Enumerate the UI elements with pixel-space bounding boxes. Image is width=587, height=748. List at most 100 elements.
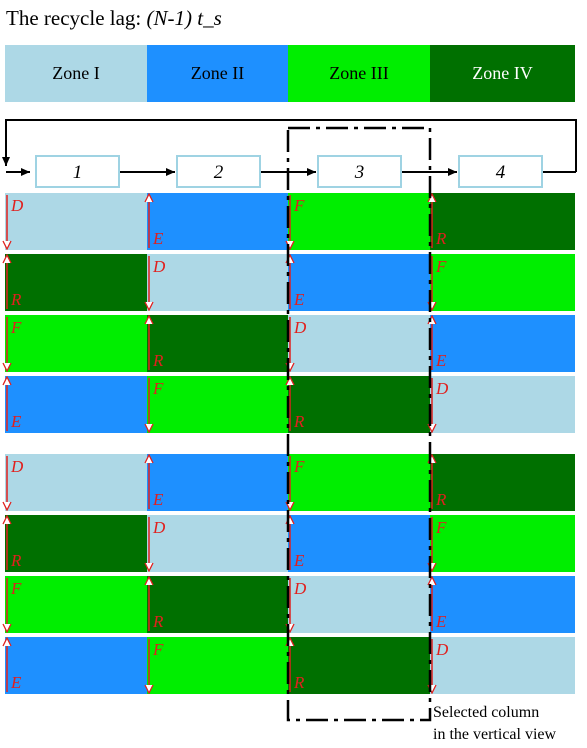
cell-letter: F — [293, 196, 305, 215]
cell-letter: R — [10, 290, 22, 309]
zone-label-2: Zone II — [191, 63, 244, 83]
cell-letter: F — [10, 318, 22, 337]
cell-F: F — [5, 576, 147, 633]
cell-background — [288, 637, 430, 694]
recycle-line-top — [2, 119, 577, 172]
cell-E: E — [430, 315, 575, 372]
cell-letter: D — [435, 379, 449, 398]
cell-letter: R — [152, 351, 164, 370]
cell-D: D — [147, 515, 288, 572]
step-box-4 — [458, 155, 543, 188]
cell-background — [5, 193, 147, 250]
cell-E: E — [5, 637, 147, 694]
zone-label-3: Zone III — [329, 63, 388, 83]
step-label-3: 3 — [354, 162, 365, 183]
cell-letter: R — [435, 490, 447, 509]
zone-block-3 — [288, 45, 430, 102]
cell-background — [430, 315, 575, 372]
cell-letter: F — [293, 457, 305, 476]
cell-letter: F — [152, 640, 164, 659]
zone-block-2 — [147, 45, 288, 102]
cell-background — [430, 193, 575, 250]
step-box-2 — [176, 155, 261, 188]
cell-background — [430, 376, 575, 433]
cell-D: D — [147, 254, 288, 311]
cell-background — [430, 576, 575, 633]
cell-letter: D — [10, 196, 24, 215]
cell-letter: R — [10, 551, 22, 570]
cell-R: R — [5, 515, 147, 572]
cell-letter: R — [435, 229, 447, 248]
cell-letter: E — [152, 490, 164, 509]
zone-bar: Zone I Zone II Zone III Zone IV — [5, 45, 575, 102]
cell-letter: D — [293, 318, 307, 337]
cell-background — [288, 576, 430, 633]
step-label-1: 1 — [73, 162, 83, 183]
cell-letter: E — [293, 290, 305, 309]
cell-E: E — [147, 454, 288, 511]
zone-label-1: Zone I — [52, 63, 99, 83]
cell-E: E — [288, 254, 430, 311]
cell-letter: D — [152, 518, 166, 537]
title-text: The recycle lag: — [6, 6, 147, 30]
cell-letter: E — [435, 612, 447, 631]
step-box-1 — [35, 155, 120, 188]
cell-letter: R — [293, 673, 305, 692]
recycle-loop — [2, 119, 577, 172]
zone-block-1 — [5, 45, 147, 102]
cell-background — [5, 454, 147, 511]
cell-background — [147, 376, 288, 433]
cell-D: D — [430, 376, 575, 433]
cell-background — [430, 515, 575, 572]
cell-D: D — [430, 637, 575, 694]
cell-background — [5, 254, 147, 311]
cell-F: F — [147, 376, 288, 433]
cell-R: R — [5, 254, 147, 311]
cell-background — [147, 193, 288, 250]
cell-R: R — [430, 454, 575, 511]
zone-block-4 — [430, 45, 575, 102]
cell-background — [288, 315, 430, 372]
cell-letter: E — [10, 412, 22, 431]
cell-letter: F — [152, 379, 164, 398]
cell-letter: E — [435, 351, 447, 370]
cell-F: F — [430, 515, 575, 572]
cell-D: D — [288, 576, 430, 633]
title-formula: (N-1) t_s — [146, 6, 222, 30]
cell-R: R — [288, 637, 430, 694]
cell-background — [147, 576, 288, 633]
cell-letter: F — [10, 579, 22, 598]
cell-background — [147, 315, 288, 372]
caption-line-1: Selected column — [433, 704, 540, 721]
cell-background — [5, 515, 147, 572]
cell-F: F — [147, 637, 288, 694]
cell-letter: R — [152, 612, 164, 631]
cell-R: R — [147, 315, 288, 372]
cell-letter: D — [435, 640, 449, 659]
cell-F: F — [430, 254, 575, 311]
selected-column-caption: Selected column in the vertical view — [433, 702, 556, 746]
cell-letter: R — [293, 412, 305, 431]
cell-letter: E — [293, 551, 305, 570]
cell-background — [5, 315, 147, 372]
cell-letter: F — [435, 518, 447, 537]
cell-background — [5, 376, 147, 433]
cell-R: R — [430, 193, 575, 250]
cell-background — [5, 637, 147, 694]
cell-background — [430, 454, 575, 511]
caption-line-2: in the vertical view — [433, 726, 557, 743]
cell-letter: E — [152, 229, 164, 248]
cell-D: D — [288, 315, 430, 372]
cell-E: E — [147, 193, 288, 250]
step-box-3 — [317, 155, 402, 188]
step-row: 1 2 3 4 — [6, 155, 576, 188]
cell-E: E — [5, 376, 147, 433]
step-label-4: 4 — [496, 162, 506, 183]
cell-F: F — [288, 454, 430, 511]
zone-label-4: Zone IV — [472, 63, 532, 83]
cell-E: E — [430, 576, 575, 633]
cell-F: F — [5, 315, 147, 372]
cell-letter: D — [10, 457, 24, 476]
